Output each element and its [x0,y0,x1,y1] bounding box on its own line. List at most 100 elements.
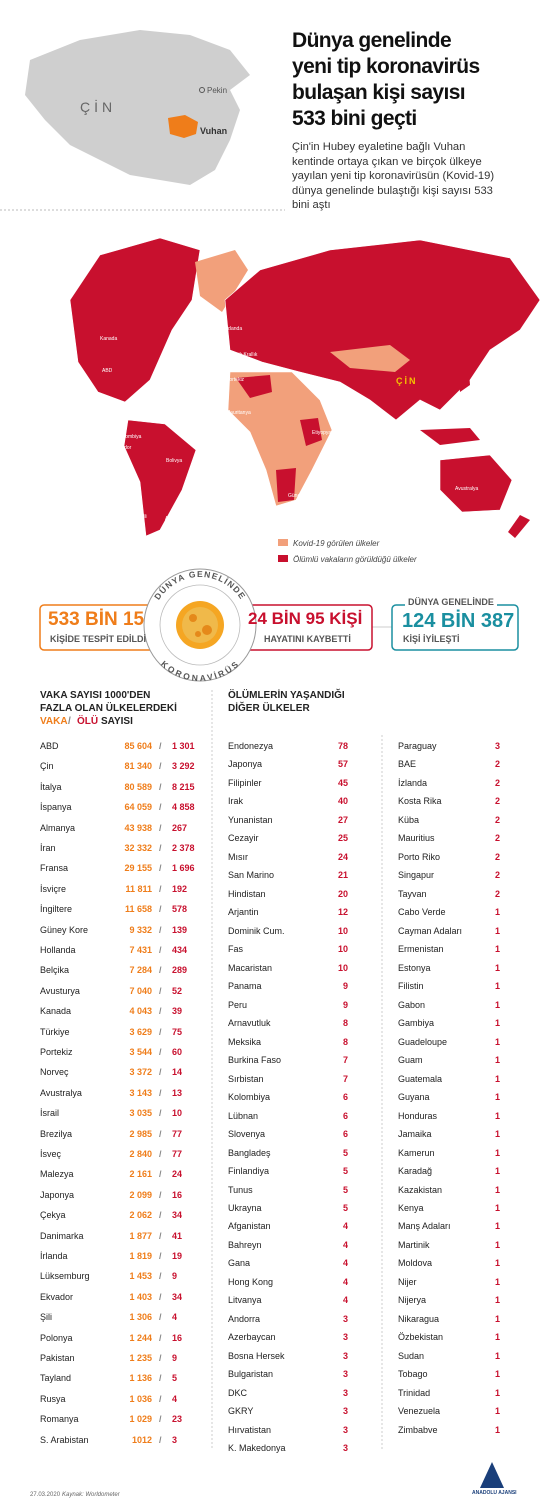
country-name: Hong Kong [228,1276,274,1287]
country-name: Tunus [228,1184,253,1195]
country-name: ABD [40,741,59,751]
case-count: 3 143 [129,1087,152,1098]
country-name: Portekiz [40,1047,73,1057]
world-map [69,237,541,538]
map-label: Guatemala [88,420,113,426]
case-count: 1 029 [129,1414,152,1425]
death-count: 45 [337,777,348,788]
separator: / [159,1210,162,1221]
country-name: Nikaragua [398,1313,440,1324]
map-label: Birleşik Krallık [226,352,258,358]
separator: / [159,1108,162,1119]
country-name: Fransa [40,863,69,874]
country-name: Japonya [228,759,263,770]
country-name: Avustralya [40,1087,82,1098]
country-name: Mauritius [398,833,435,844]
separator: / [159,1353,162,1363]
country-name: Cezayir [228,833,259,844]
country-name: Nijerya [398,1295,427,1306]
death-count: 20 [337,888,348,899]
death-count: 3 292 [172,761,195,772]
separator: / [159,822,162,833]
new-zealand [508,515,530,538]
death-count: 5 [342,1203,348,1213]
death-count: 1 [494,1369,500,1380]
footer-agency: ANADOLU AJANSI [472,1490,517,1496]
death-count: 2 [494,777,500,788]
country-name: Honduras [398,1110,438,1121]
japan [458,360,470,392]
title-line: yeni tip koronavirüs [292,55,480,78]
country-name: İsrail [40,1108,60,1119]
death-count: 39 [172,1006,183,1017]
death-count: 2 [494,814,500,825]
case-count: 3 544 [129,1047,152,1057]
case-count: 2 840 [129,1149,152,1159]
death-count: 25 [337,833,348,844]
country-name: Tayland [40,1373,72,1384]
separator: / [159,843,162,853]
map-label: İzlanda [226,325,242,332]
death-count: 1 [494,999,500,1010]
recovered-value: 124 BİN 387 [402,610,515,632]
country-name: Venezuela [398,1406,441,1417]
case-count: 2 161 [129,1169,152,1180]
death-count: 5 [342,1166,348,1177]
death-count: 1 [494,1387,500,1398]
country-name: Arjantin [228,907,259,918]
country-name: Estonya [398,962,431,973]
separator: / [159,1271,162,1282]
separator: / [159,1026,162,1037]
death-count: 16 [172,1332,183,1343]
subtitle-line: Çin'in Hubey eyaletine bağlı Vuhan [292,141,466,153]
death-count: 77 [172,1149,183,1159]
country-name: Sırbistan [228,1073,264,1084]
north-america [69,237,201,403]
country-name: Cabo Verde [398,907,446,918]
country-name: İzlanda [398,777,428,788]
country-name: Ermenistan [398,944,444,955]
country-name: Afganistan [228,1221,271,1232]
country-name: Panama [228,981,262,992]
country-name: Azerbaycan [228,1332,276,1343]
death-count: 1 [494,1092,500,1103]
map-label: ÇİN [396,376,418,386]
subtitle-line: kentinde ortaya çıkan ve birçok ülkeye [292,155,482,168]
death-count: 4 [342,1276,348,1287]
death-count: 2 [494,796,500,807]
death-count: 5 [172,1373,178,1384]
death-count: 4 [342,1239,348,1250]
virus-icon [176,601,224,649]
country-name: Filipinler [228,777,262,788]
africa [227,371,333,507]
country-name: Kamerun [398,1147,435,1158]
country-name: İrlanda [40,1251,68,1261]
country-name: Filistin [398,981,424,992]
case-count: 4 043 [129,1006,152,1017]
country-name: GKRY [228,1406,254,1417]
separator: / [159,1087,162,1098]
death-count: 1 [494,1424,500,1435]
country-name: Çekya [40,1210,66,1221]
country-name: Martinik [398,1239,430,1250]
country-name: Endonezya [228,741,274,751]
separator: / [159,1373,162,1384]
separator: / [159,924,162,935]
death-count: 2 [494,833,500,844]
case-count: 3 035 [129,1108,152,1119]
death-count: 10 [337,962,348,973]
map-label: Avustralya [455,486,478,492]
country-name: Lüksemburg [40,1271,90,1282]
death-count: 1 [494,1350,500,1361]
country-name: Rusya [40,1393,66,1404]
map-label: Ekvador [113,445,132,451]
country-name: Trinidad [398,1387,431,1398]
death-count: 3 [172,1434,178,1445]
case-count: 1 036 [129,1393,152,1404]
death-count: 5 [342,1147,348,1158]
inset-map-china [25,30,250,185]
africa-deaths [236,375,322,502]
death-count: 10 [337,925,348,936]
heading-suffix: SAYISI [101,716,133,727]
australia [439,454,513,513]
